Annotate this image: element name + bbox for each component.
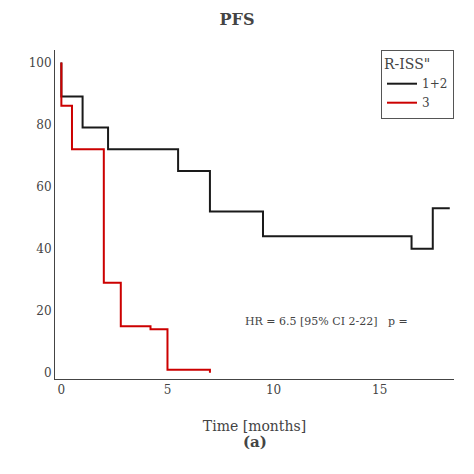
svg-text:Time [months]: Time [months] bbox=[203, 418, 306, 434]
svg-text:80: 80 bbox=[36, 118, 51, 132]
svg-text:15: 15 bbox=[372, 383, 387, 397]
svg-text:HR = 6.5 [95% CI 2-22] p =: HR = 6.5 [95% CI 2-22] p = bbox=[245, 315, 408, 328]
svg-text:100: 100 bbox=[29, 56, 52, 70]
svg-text:1+2: 1+2 bbox=[422, 77, 447, 91]
svg-text:40: 40 bbox=[36, 242, 51, 256]
svg-text:10: 10 bbox=[266, 383, 281, 397]
svg-text:20: 20 bbox=[36, 304, 51, 318]
svg-text:5: 5 bbox=[164, 383, 172, 397]
svg-text:R-ISS": R-ISS" bbox=[384, 56, 430, 72]
svg-text:60: 60 bbox=[36, 180, 51, 194]
svg-text:3: 3 bbox=[422, 96, 430, 110]
svg-text:PFS: PFS bbox=[220, 10, 255, 29]
svg-text:0: 0 bbox=[44, 366, 52, 380]
svg-text:(a): (a) bbox=[243, 433, 267, 451]
svg-text:0: 0 bbox=[58, 383, 66, 397]
